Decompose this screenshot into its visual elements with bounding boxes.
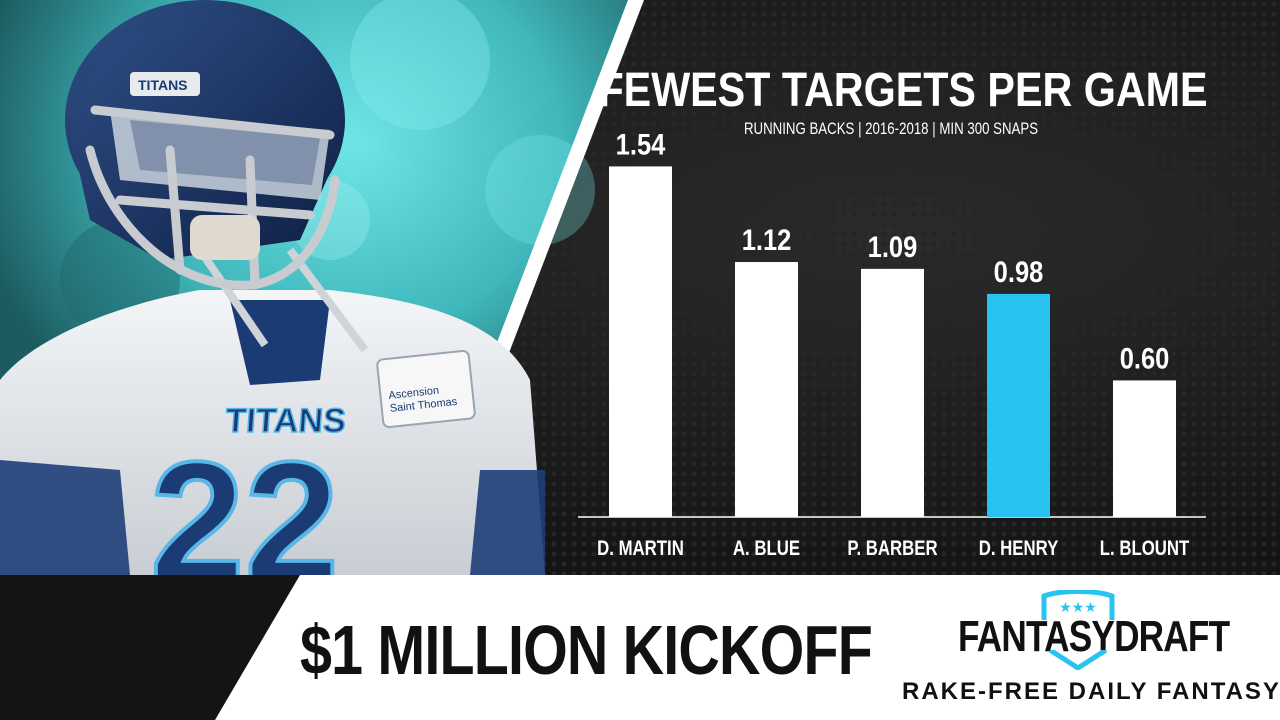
chart-subtitle: RUNNING BACKS | 2016-2018 | MIN 300 SNAP… [744, 120, 1038, 139]
bar-value-label: 0.60 [1120, 341, 1170, 374]
bar-value-label: 0.98 [994, 255, 1044, 288]
svg-text:22: 22 [150, 427, 339, 575]
bar-a-blue [735, 262, 798, 517]
bar-d-henry [987, 293, 1050, 517]
bar-value-label: 1.09 [868, 230, 918, 263]
fantasydraft-logo: ★★★ FANTASYDRAFT RAKE-FREE DAILY FANTASY [902, 590, 1279, 715]
category-label: A. BLUE [733, 537, 800, 560]
brand-name: FANTASYDRAFT [958, 612, 1230, 661]
chart-title: FEWEST TARGETS PER GAME [598, 63, 1207, 117]
shield-icon: ★★★ [1041, 590, 1115, 620]
player-photo: TITANS 22 Ascension Saint Thomas TITANS [0, 0, 644, 575]
category-label: P. BARBER [847, 537, 937, 560]
bar-d-martin [609, 166, 672, 517]
promo-headline: $1 MILLION KICKOFF [300, 611, 873, 689]
brand-tagline: RAKE-FREE DAILY FANTASY [902, 678, 1280, 705]
svg-text:TITANS: TITANS [138, 77, 188, 93]
bar-l-blount [1113, 380, 1176, 517]
bar-value-label: 1.12 [742, 223, 792, 256]
category-label: L. BLOUNT [1100, 537, 1190, 560]
banner-dark-wedge [0, 575, 300, 720]
shield-bottom-icon [1048, 650, 1108, 670]
svg-text:TITANS: TITANS [224, 402, 347, 440]
category-label: D. HENRY [979, 537, 1059, 560]
stars-icon: ★★★ [1059, 600, 1097, 616]
bar-p-barber [861, 268, 924, 517]
category-label: D. MARTIN [597, 537, 684, 560]
bar-value-label: 1.54 [616, 127, 666, 160]
svg-text:Ascension: Ascension [388, 385, 440, 402]
